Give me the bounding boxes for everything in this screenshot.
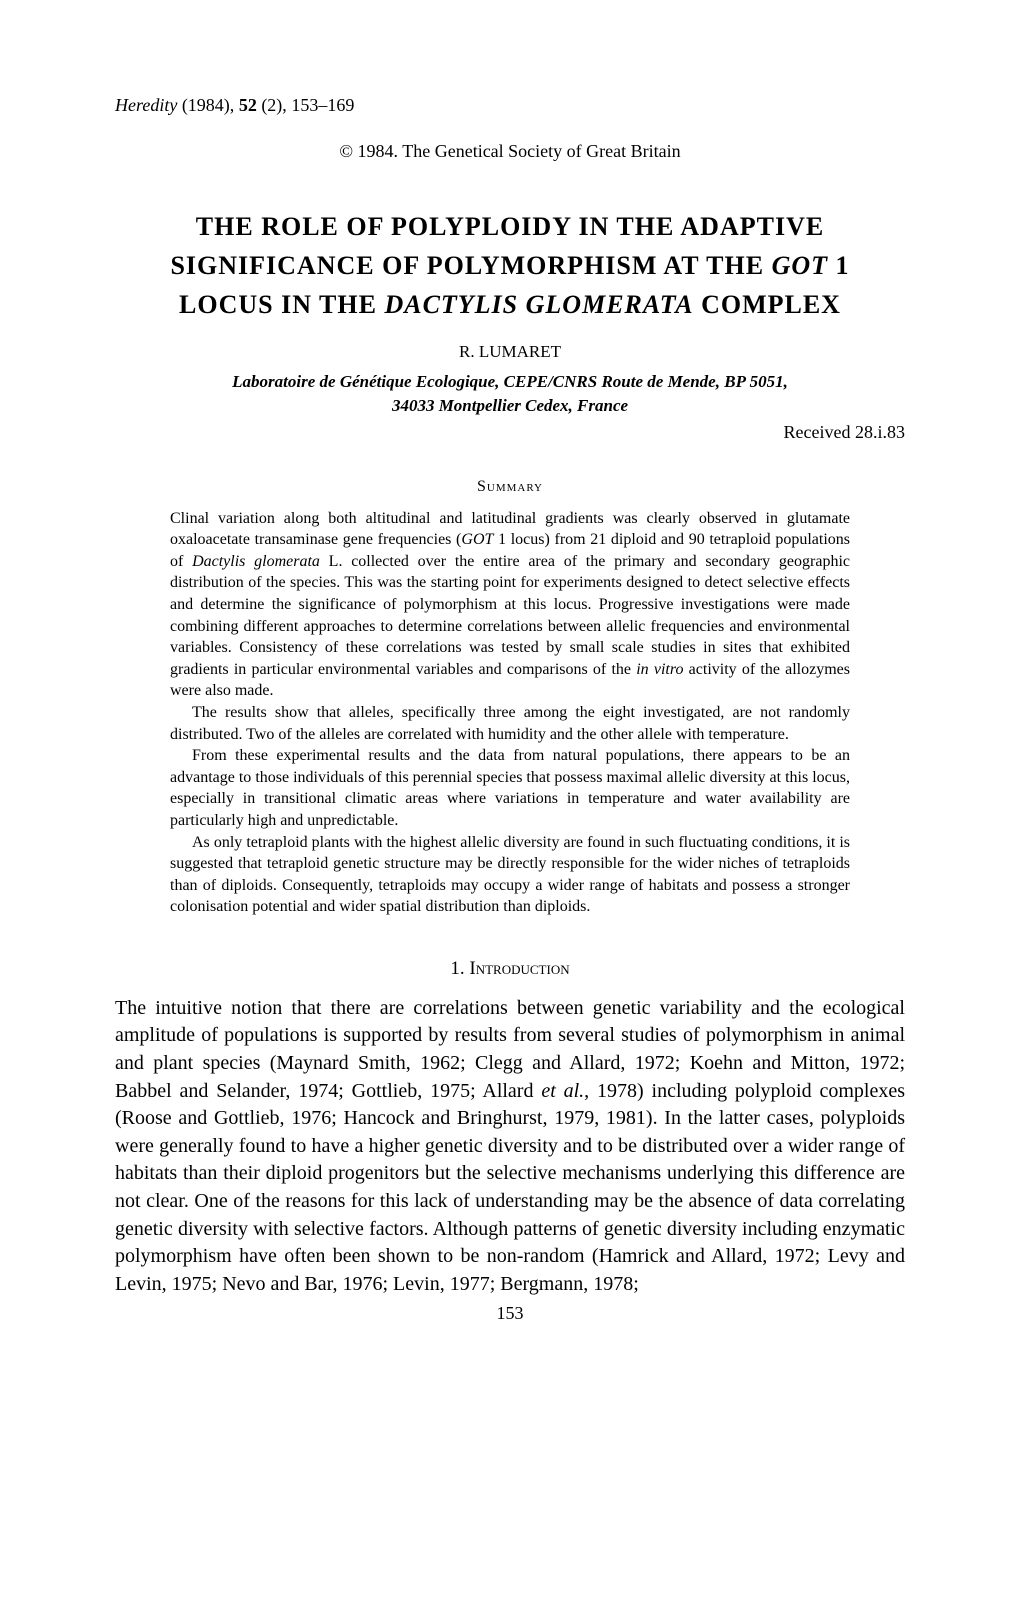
introduction-body: The intuitive notion that there are corr… [115, 995, 905, 1299]
author-name: R. LUMARET [115, 342, 905, 362]
page-container: Heredity (1984), 52 (2), 153–169 © 1984.… [0, 0, 1020, 1612]
page-number: 153 [115, 1303, 905, 1324]
title-line-1: THE ROLE OF POLYPLOIDY IN THE ADAPTIVE [115, 207, 905, 246]
copyright-line: © 1984. The Genetical Society of Great B… [115, 141, 905, 162]
citation-line: Heredity (1984), 52 (2), 153–169 [115, 95, 905, 116]
received-date: Received 28.i.83 [115, 422, 905, 443]
introduction-paragraph-1: The intuitive notion that there are corr… [115, 995, 905, 1299]
affiliation-line-2: 34033 Montpellier Cedex, France [115, 394, 905, 418]
summary-heading: Summary [115, 478, 905, 496]
summary-paragraph-3: From these experimental results and the … [170, 745, 850, 831]
introduction-heading: 1. Introduction [115, 958, 905, 980]
summary-body: Clinal variation along both altitudinal … [115, 508, 905, 918]
title-line-2: SIGNIFICANCE OF POLYMORPHISM AT THE GOT … [115, 246, 905, 285]
summary-paragraph-2: The results show that alleles, specifica… [170, 702, 850, 745]
citation-volume: 52 [239, 95, 257, 115]
citation-pages: 153–169 [291, 95, 354, 115]
citation-issue: (2), [261, 95, 287, 115]
affiliation-line-1: Laboratoire de Génétique Ecologique, CEP… [115, 370, 905, 394]
title-line-3: LOCUS IN THE DACTYLIS GLOMERATA COMPLEX [115, 285, 905, 324]
author-affiliation: Laboratoire de Génétique Ecologique, CEP… [115, 370, 905, 418]
summary-paragraph-4: As only tetraploid plants with the highe… [170, 832, 850, 918]
article-title: THE ROLE OF POLYPLOIDY IN THE ADAPTIVE S… [115, 207, 905, 324]
summary-paragraph-1: Clinal variation along both altitudinal … [170, 508, 850, 702]
journal-name: Heredity [115, 95, 177, 115]
citation-year: (1984), [182, 95, 235, 115]
